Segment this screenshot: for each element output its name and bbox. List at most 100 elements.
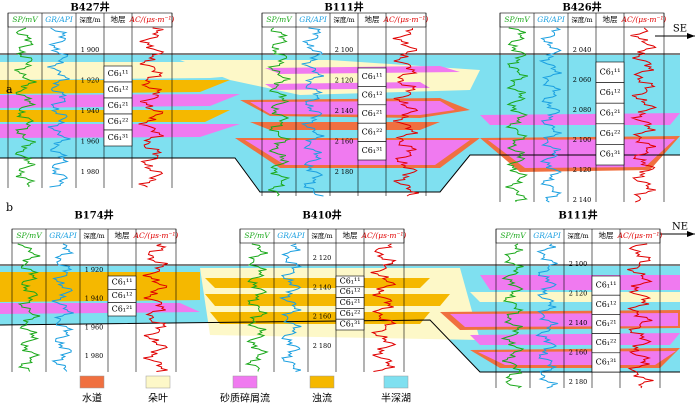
well: B111井 SP/mV GR/API 深度/m 地层 AC/(μs·m⁻¹) 2 100 2 … [261, 1, 429, 197]
legend-label: 朵叶 [148, 393, 168, 405]
log-curve [142, 243, 168, 372]
column-header: 地层 [365, 14, 380, 24]
depth-label: 2 160 [313, 313, 332, 321]
log-curve [244, 243, 269, 372]
column-header: AC/(μs·m⁻¹) [617, 231, 663, 240]
direction-label: SE [673, 24, 687, 35]
depth-label: 1 980 [81, 168, 100, 176]
depth-label: 1 940 [85, 295, 104, 303]
panel-label: b [6, 201, 13, 214]
layer-label: C6₁¹¹ [596, 281, 617, 290]
layer-label: C6₁¹¹ [600, 67, 621, 76]
depth-label: 2 060 [573, 76, 592, 84]
layer-label: C6₁¹¹ [112, 278, 133, 287]
depth-label: 2 120 [569, 290, 588, 298]
column-header: SP/mV [500, 231, 527, 240]
depth-label: 2 120 [573, 166, 592, 174]
depth-label: 2 180 [313, 342, 332, 350]
column-header: AC/(μs·m⁻¹) [621, 15, 667, 24]
layer-label: C6₁³¹ [340, 320, 361, 329]
layer-box [103, 129, 133, 147]
well: B426井 SP/mV GR/API 深度/m 地层 AC/(μs·m⁻¹) 2 040 2 … [499, 1, 667, 204]
log-curve [500, 243, 525, 389]
legend-swatch [145, 375, 171, 389]
layer-label: C6₁¹² [340, 287, 361, 296]
column-header: GR/API [533, 231, 562, 240]
depth-label: 2 120 [335, 77, 354, 85]
log-curve [267, 27, 292, 197]
layer-label: C6₁²¹ [112, 304, 133, 313]
layer-label: C6₁²² [600, 129, 621, 138]
panel-label: a [6, 83, 13, 96]
layer-label: C6₁²¹ [600, 109, 621, 118]
layer-label: C6₁²¹ [362, 109, 383, 118]
depth-label: 2 100 [569, 260, 588, 268]
log-curve [538, 27, 563, 203]
layer-label: C6₁³¹ [108, 133, 129, 142]
column-header: SP/mV [266, 15, 293, 24]
direction-label: NE [672, 222, 688, 233]
column-header: AC/(μs·m⁻¹) [133, 231, 179, 240]
legend-label: 砂质碎屑流 [220, 392, 270, 405]
log-curve [14, 27, 37, 188]
log-curve [47, 27, 71, 188]
column-header: 深度/m [79, 15, 100, 24]
depth-label: 2 140 [313, 283, 332, 291]
column-header: 地层 [599, 230, 614, 240]
legend-swatch [232, 375, 258, 389]
layer-label: C6₁³¹ [362, 146, 383, 155]
layer-label: C6₁²² [340, 309, 361, 318]
depth-label: 2 160 [569, 349, 588, 357]
well-name: B174井 [74, 209, 113, 222]
layer-box [357, 141, 387, 161]
layer-label: C6₁¹² [362, 91, 383, 100]
column-header: GR/API [45, 15, 74, 24]
column-header: SP/mV [12, 15, 39, 24]
column-header: SP/mV [244, 231, 271, 240]
column-header: 深度/m [571, 15, 592, 24]
layer-label: C6₁¹¹ [340, 276, 361, 285]
depth-label: 2 080 [573, 106, 592, 114]
depth-label: 2 140 [335, 107, 354, 115]
column-header: SP/mV [504, 15, 531, 24]
layer-box [591, 352, 621, 373]
column-header: 深度/m [311, 231, 332, 240]
log-curve [279, 243, 303, 372]
column-header: GR/API [537, 15, 566, 24]
layer-label: C6₁²¹ [596, 319, 617, 328]
layer-label: C6₁¹¹ [108, 69, 129, 78]
column-header: 深度/m [83, 231, 104, 240]
column-header: GR/API [299, 15, 328, 24]
depth-label: 2 140 [573, 196, 592, 204]
layer-label: C6₁²² [362, 127, 383, 136]
column-header: 地层 [115, 230, 130, 240]
depth-label: 1 960 [85, 323, 104, 331]
column-header: AC/(μs·m⁻¹) [361, 231, 407, 240]
legend-swatch [79, 375, 105, 389]
layer-label: C6₁²¹ [340, 298, 361, 307]
depth-label: 2 180 [335, 168, 354, 176]
log-curve [138, 27, 165, 188]
well: B410井 SP/mV GR/API 深度/m 地层 AC/(μs·m⁻¹) 2 120 2 … [239, 209, 407, 372]
well-name: B111井 [324, 1, 363, 14]
layer-label: C6₁¹² [108, 85, 129, 94]
log-curve [51, 243, 75, 372]
well-name: B111井 [558, 209, 597, 222]
well: B174井 SP/mV GR/API 深度/m 地层 AC/(μs·m⁻¹) 1 920 1 … [11, 209, 179, 372]
column-header: SP/mV [16, 231, 43, 240]
arrow-head [687, 231, 695, 237]
layer-box [595, 144, 625, 166]
well-name: B426井 [562, 1, 601, 14]
log-curve [505, 27, 529, 203]
layer-label: C6₁²² [596, 338, 617, 347]
legend-swatch [383, 375, 409, 389]
column-header: GR/API [277, 231, 306, 240]
column-header: AC/(μs·m⁻¹) [383, 15, 429, 24]
log-curve [627, 243, 654, 389]
column-header: 深度/m [333, 15, 354, 24]
log-curve [370, 243, 397, 372]
legend-label: 水道 [82, 392, 102, 405]
layer-label: C6₁¹² [596, 300, 617, 309]
column-header: 地层 [111, 14, 126, 24]
